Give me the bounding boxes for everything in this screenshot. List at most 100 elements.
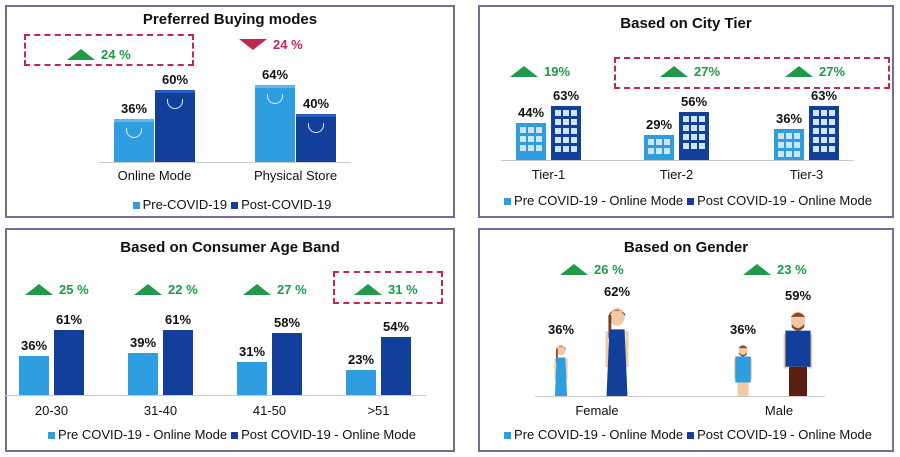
bar-post bbox=[551, 106, 581, 160]
change-indicator: 22 % bbox=[134, 282, 198, 297]
chart-title: Based on City Tier bbox=[620, 15, 752, 32]
data-label: 23% bbox=[347, 352, 375, 367]
legend: Pre COVID-19 - Online Mode Post COVID-19 … bbox=[7, 427, 453, 442]
bar-pre bbox=[237, 362, 267, 395]
data-label: 36% bbox=[729, 322, 757, 337]
legend-swatch-pre bbox=[48, 432, 56, 439]
change-value: 26 % bbox=[594, 262, 624, 277]
category-label: Female bbox=[575, 403, 619, 418]
legend-label: Post COVID-19 - Online Mode bbox=[697, 193, 872, 208]
panel-age-band: Based on Consumer Age Band 36% 61% 20-30 25 … bbox=[4, 228, 455, 452]
chart-title: Preferred Buying modes bbox=[142, 11, 318, 28]
arrow-up-icon bbox=[743, 264, 771, 275]
arrow-down-icon bbox=[239, 39, 267, 50]
person-male-post bbox=[780, 310, 816, 396]
change-value: 19% bbox=[544, 64, 571, 79]
x-axis bbox=[501, 160, 854, 161]
category-label: >51 bbox=[367, 403, 390, 418]
category-label: Tier-3 bbox=[789, 167, 824, 182]
panel-city-tier: Based on City Tier 44% 63% Tier-1 19% 29% 56% T… bbox=[478, 5, 894, 218]
data-label: 58% bbox=[273, 315, 301, 330]
bar-pre bbox=[644, 135, 674, 160]
bar-post bbox=[54, 330, 84, 395]
data-label: 40% bbox=[302, 96, 330, 111]
data-label: 63% bbox=[552, 88, 580, 103]
data-label: 60% bbox=[161, 72, 189, 87]
arrow-up-icon bbox=[67, 49, 95, 60]
highlight-box bbox=[333, 271, 443, 304]
data-label: 31% bbox=[238, 344, 266, 359]
bar-pre bbox=[774, 129, 804, 160]
data-label: 39% bbox=[129, 335, 157, 350]
legend-label: Pre COVID-19 - Online Mode bbox=[514, 427, 684, 442]
change-value: 31 % bbox=[388, 282, 418, 297]
change-indicator: 27 % bbox=[243, 282, 307, 297]
legend-swatch-post bbox=[231, 202, 239, 209]
category-label: Tier-1 bbox=[531, 167, 566, 182]
arrow-up-icon bbox=[560, 264, 588, 275]
category-label: Male bbox=[764, 403, 794, 418]
arrow-up-icon bbox=[243, 284, 271, 295]
x-axis bbox=[535, 396, 825, 397]
change-value: 27 % bbox=[277, 282, 307, 297]
category-label: 20-30 bbox=[34, 403, 69, 418]
category-label: 31-40 bbox=[143, 403, 178, 418]
change-indicator: 31 % bbox=[354, 282, 418, 297]
x-axis bbox=[99, 162, 351, 163]
bar-post bbox=[679, 112, 709, 160]
change-indicator: 27% bbox=[660, 64, 720, 79]
highlight-box bbox=[24, 34, 194, 66]
change-indicator: 26 % bbox=[560, 262, 624, 277]
change-value: 24 % bbox=[273, 37, 303, 52]
data-label: 29% bbox=[645, 117, 673, 132]
arrow-up-icon bbox=[660, 66, 688, 77]
change-value: 27% bbox=[694, 64, 721, 79]
panel-buying-modes: Preferred Buying modes 36% 60% Online Mode 2… bbox=[5, 5, 455, 218]
chart-title: Based on Consumer Age Band bbox=[120, 239, 340, 256]
category-label: Online Mode bbox=[117, 168, 192, 183]
legend-swatch-post bbox=[231, 432, 239, 439]
bar-pre bbox=[128, 353, 158, 395]
category-label: Tier-2 bbox=[659, 167, 694, 182]
bar-post bbox=[296, 114, 336, 162]
data-label: 36% bbox=[547, 322, 575, 337]
data-label: 61% bbox=[164, 312, 192, 327]
change-indicator: 23 % bbox=[743, 262, 807, 277]
change-indicator: 19% bbox=[510, 64, 570, 79]
data-label: 63% bbox=[810, 88, 838, 103]
bar-pre bbox=[114, 119, 154, 162]
legend-label: Pre-COVID-19 bbox=[142, 197, 228, 212]
legend-label: Pre COVID-19 - Online Mode bbox=[58, 427, 228, 442]
data-label: 56% bbox=[680, 94, 708, 109]
change-value: 24 % bbox=[101, 47, 131, 62]
arrow-up-icon bbox=[134, 284, 162, 295]
data-label: 36% bbox=[775, 111, 803, 126]
person-female-pre bbox=[550, 344, 572, 396]
person-male-pre bbox=[732, 344, 754, 396]
legend-label: Post COVID-19 - Online Mode bbox=[697, 427, 872, 442]
chart-title: Based on Gender bbox=[623, 239, 749, 256]
person-female-post bbox=[598, 306, 636, 396]
data-label: 59% bbox=[784, 288, 812, 303]
data-label: 44% bbox=[517, 105, 545, 120]
arrow-up-icon bbox=[510, 66, 538, 77]
data-label: 54% bbox=[382, 319, 410, 334]
change-value: 25 % bbox=[59, 282, 89, 297]
bar-post bbox=[272, 333, 302, 395]
change-indicator: 24 % bbox=[239, 37, 303, 52]
data-label: 64% bbox=[261, 67, 289, 82]
legend-label: Pre COVID-19 - Online Mode bbox=[514, 193, 684, 208]
bar-post bbox=[381, 337, 411, 395]
panel-gender: Based on Gender 36% 62% Female 26 % 36% 59% Mal… bbox=[478, 228, 894, 452]
bar-post bbox=[155, 90, 195, 162]
bar-pre bbox=[346, 370, 376, 395]
change-indicator: 27% bbox=[785, 64, 845, 79]
data-label: 61% bbox=[55, 312, 83, 327]
data-label: 62% bbox=[603, 284, 631, 299]
bar-pre bbox=[19, 356, 49, 395]
change-indicator: 25 % bbox=[25, 282, 89, 297]
category-label: 41-50 bbox=[252, 403, 287, 418]
data-label: 36% bbox=[20, 338, 48, 353]
bar-pre bbox=[516, 123, 546, 160]
highlight-box bbox=[614, 57, 890, 89]
